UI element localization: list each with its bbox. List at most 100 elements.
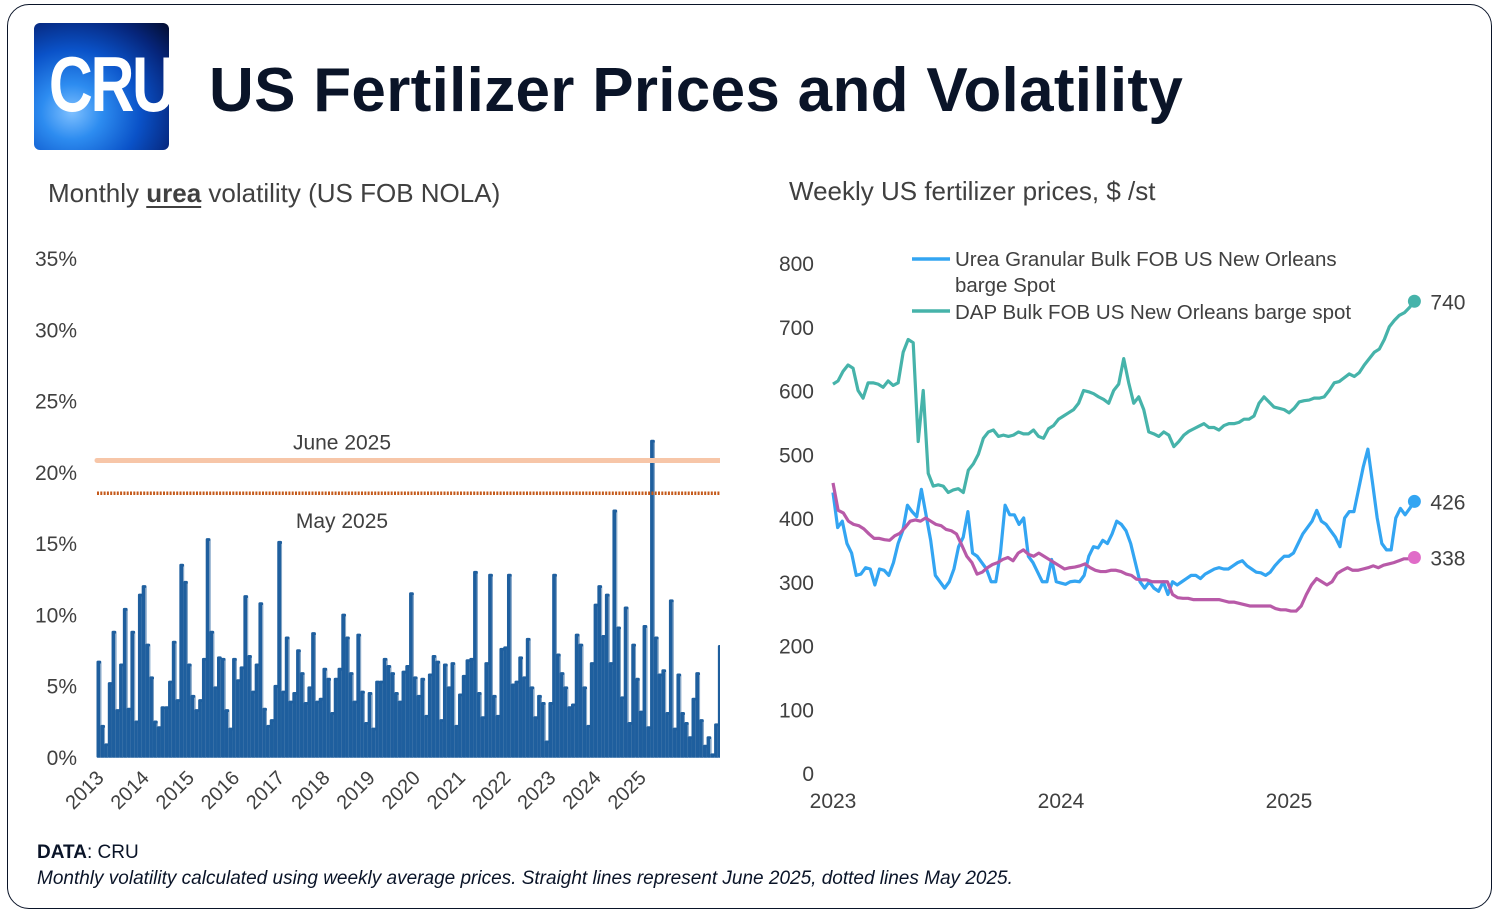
data-source-value: : CRU — [86, 842, 139, 863]
bar — [390, 672, 396, 758]
bar — [100, 724, 106, 758]
bar — [533, 716, 539, 758]
y-tick-label: 100 — [779, 699, 814, 722]
bar — [416, 694, 422, 758]
series-end-label-dap: 740 — [1430, 291, 1465, 314]
bar — [333, 677, 339, 758]
logo-text: CRU — [48, 40, 176, 128]
bar — [337, 667, 343, 758]
bar — [205, 538, 211, 758]
bar — [209, 630, 215, 758]
bar — [405, 664, 411, 758]
series-line-dap — [832, 300, 1416, 495]
bar — [378, 680, 384, 758]
bar — [555, 653, 561, 758]
bar — [563, 686, 569, 758]
bar — [631, 643, 637, 758]
bar — [668, 599, 674, 758]
bar — [220, 657, 226, 758]
bar — [710, 753, 716, 758]
bar — [318, 697, 324, 758]
legend-label-urea: Urea Granular Bulk FOB US New Orleans — [955, 248, 1337, 271]
x-tick-label: 2013 — [62, 767, 109, 814]
bar — [329, 712, 335, 758]
y-tick-label: 5% — [47, 676, 77, 699]
bar — [601, 635, 606, 758]
bar — [115, 709, 121, 758]
bar — [582, 686, 588, 758]
bar — [232, 657, 237, 758]
bar — [348, 672, 354, 758]
bar — [179, 563, 185, 758]
bar — [473, 570, 478, 758]
bar — [363, 721, 369, 758]
bar — [574, 633, 580, 758]
bar — [540, 702, 546, 758]
bar — [352, 700, 358, 758]
bar — [469, 657, 475, 758]
bar — [213, 686, 219, 758]
bar — [446, 686, 452, 758]
y-tick-label: 15% — [35, 533, 77, 556]
bar — [653, 636, 659, 758]
bar — [409, 592, 414, 758]
bar — [269, 719, 275, 758]
bar — [288, 700, 294, 758]
bar — [465, 659, 471, 758]
bar — [224, 709, 230, 758]
bar — [265, 724, 271, 758]
bar — [495, 714, 501, 758]
x-tick-label: 2015 — [152, 767, 199, 814]
bar — [168, 680, 173, 758]
bar — [514, 680, 520, 758]
bar — [646, 726, 652, 758]
series-end-dot-third — [1407, 551, 1421, 565]
bar — [619, 696, 625, 758]
y-tick-label: 25% — [35, 391, 77, 414]
bar — [635, 677, 640, 758]
bar — [476, 692, 482, 758]
bar — [488, 573, 493, 758]
bar — [484, 662, 490, 758]
bar — [171, 640, 177, 758]
bar — [548, 702, 554, 758]
x-tick-label: 2023 — [810, 790, 857, 813]
legend-label-dap: DAP Bulk FOB US New Orleans barge spot — [955, 301, 1351, 324]
footnote: Monthly volatility calculated using week… — [37, 868, 1013, 889]
bar — [665, 712, 670, 758]
bar — [717, 644, 720, 758]
bar — [360, 690, 365, 758]
bar — [661, 669, 667, 758]
y-tick-label: 0 — [802, 763, 814, 786]
bar — [672, 727, 678, 758]
bar — [134, 720, 139, 758]
bar — [503, 646, 508, 758]
bar — [258, 602, 264, 758]
bar — [341, 613, 347, 758]
x-tick-label: 2014 — [107, 767, 154, 814]
bar — [683, 721, 689, 758]
bar — [394, 692, 399, 758]
bar — [141, 585, 147, 758]
bar — [186, 663, 192, 758]
volatility-bar-chart: 0% 5% 10% 15% 20% 25% 30% 35% June 2025 May 2025 2… — [35, 248, 720, 814]
subtitle-suffix: volatility (US FOB NOLA) — [201, 178, 501, 208]
bar — [657, 673, 663, 758]
bar — [510, 683, 516, 758]
bar — [401, 670, 407, 758]
bar — [345, 636, 350, 758]
bar — [201, 657, 207, 758]
bar — [604, 593, 610, 758]
bar — [431, 654, 437, 758]
bar — [375, 680, 380, 758]
bar — [145, 643, 151, 758]
y-tick-label: 30% — [35, 319, 77, 342]
x-tick-label: 2019 — [333, 767, 380, 814]
bar — [450, 662, 456, 758]
bar — [122, 607, 128, 758]
bar — [424, 714, 429, 758]
bar — [458, 693, 463, 758]
x-tick-label: 2020 — [378, 767, 425, 814]
bar — [250, 690, 256, 758]
bar — [412, 676, 418, 758]
